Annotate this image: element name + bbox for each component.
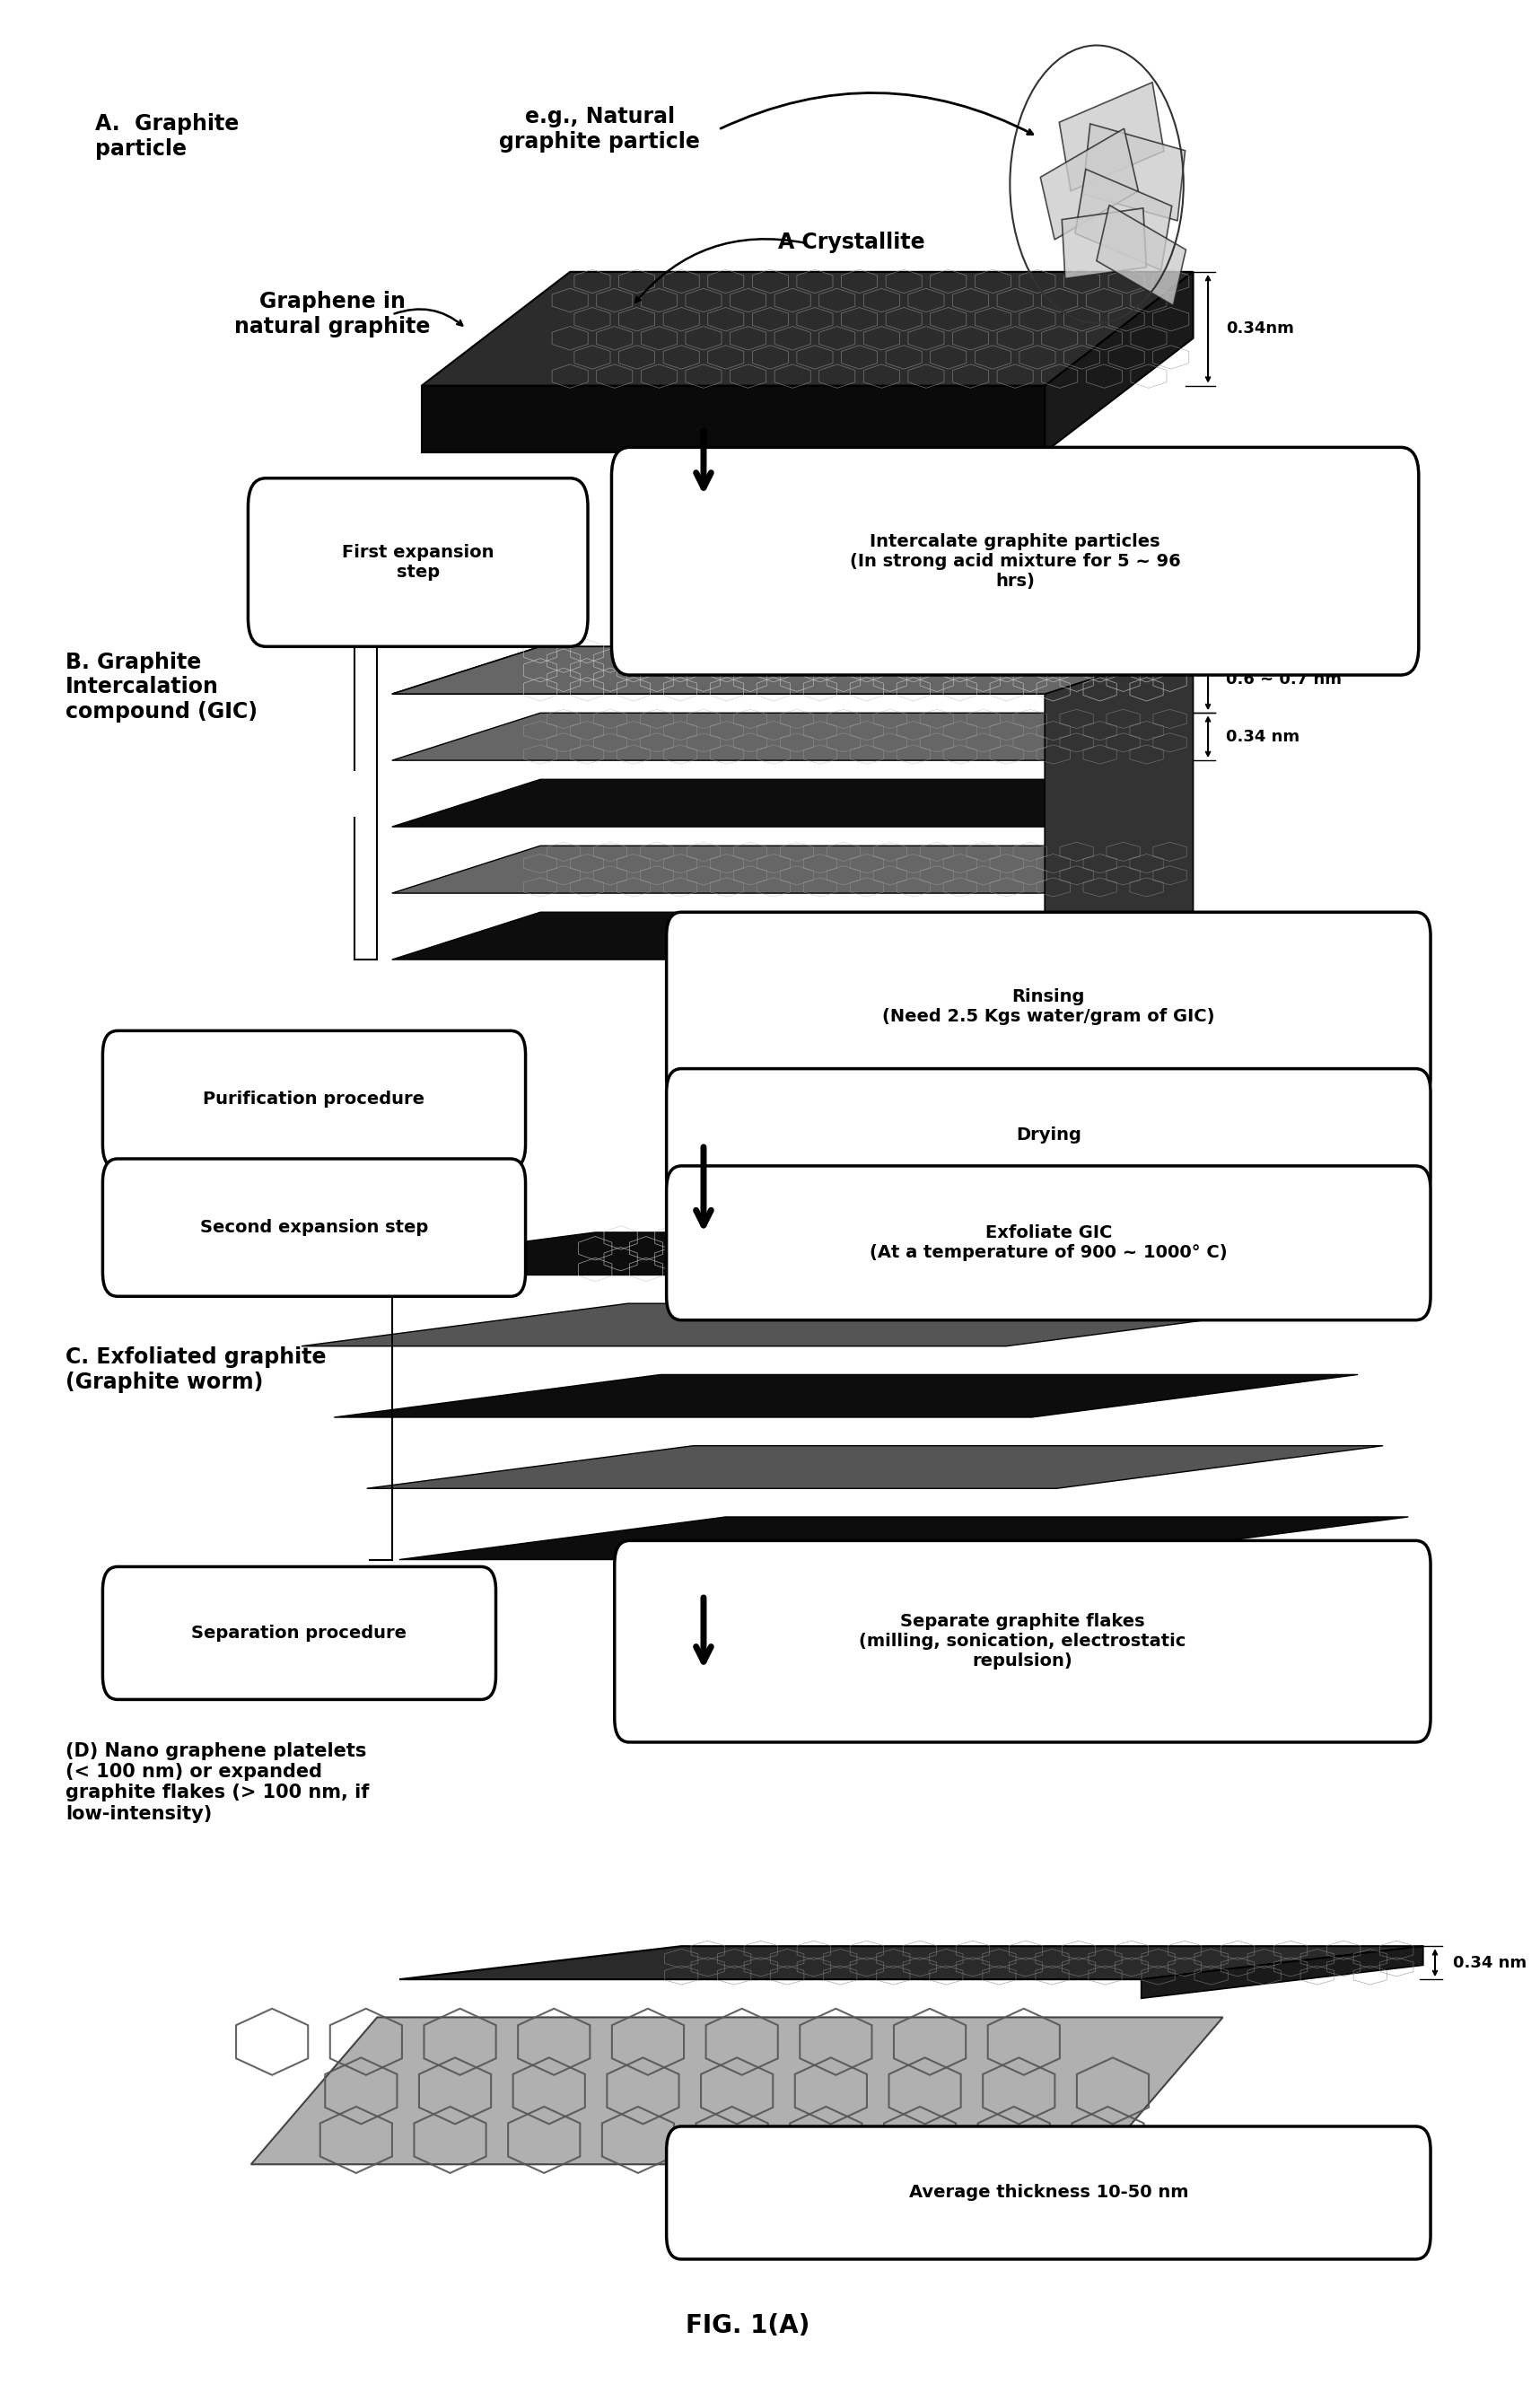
FancyBboxPatch shape bbox=[103, 1159, 525, 1297]
Polygon shape bbox=[302, 1304, 1332, 1347]
Polygon shape bbox=[399, 1516, 1408, 1559]
Text: Intercalate graphite particles
(In strong acid mixture for 5 ~ 96
hrs): Intercalate graphite particles (In stron… bbox=[850, 534, 1181, 589]
Polygon shape bbox=[393, 913, 1194, 961]
Polygon shape bbox=[1083, 124, 1186, 222]
Text: Rinsing
(Need 2.5 Kgs water/gram of GIC): Rinsing (Need 2.5 Kgs water/gram of GIC) bbox=[882, 989, 1215, 1025]
Text: 0.34 nm: 0.34 nm bbox=[1337, 1244, 1411, 1261]
Polygon shape bbox=[1041, 129, 1138, 241]
Text: Separation procedure: Separation procedure bbox=[191, 1624, 407, 1643]
Polygon shape bbox=[251, 2017, 1223, 2165]
Text: 0.34nm: 0.34nm bbox=[1226, 322, 1294, 336]
Text: Separate graphite flakes
(milling, sonication, electrostatic
repulsion): Separate graphite flakes (milling, sonic… bbox=[859, 1614, 1186, 1669]
Polygon shape bbox=[422, 386, 1044, 453]
Text: Graphene in
natural graphite: Graphene in natural graphite bbox=[234, 291, 431, 336]
Polygon shape bbox=[393, 646, 1194, 694]
Polygon shape bbox=[1063, 207, 1146, 279]
Polygon shape bbox=[1044, 272, 1194, 453]
Polygon shape bbox=[1141, 1945, 1423, 1998]
Text: FIG. 1(A): FIG. 1(A) bbox=[685, 2312, 810, 2339]
FancyBboxPatch shape bbox=[667, 1166, 1431, 1321]
Polygon shape bbox=[1096, 205, 1186, 305]
Polygon shape bbox=[269, 1233, 1307, 1275]
Polygon shape bbox=[1075, 169, 1172, 269]
Text: Drying: Drying bbox=[1016, 1128, 1081, 1144]
Polygon shape bbox=[422, 272, 1194, 386]
Text: Average thickness 10-50 nm: Average thickness 10-50 nm bbox=[909, 2184, 1189, 2200]
FancyBboxPatch shape bbox=[667, 913, 1431, 1101]
Polygon shape bbox=[393, 846, 1194, 894]
Polygon shape bbox=[1044, 646, 1194, 961]
FancyBboxPatch shape bbox=[667, 1068, 1431, 1202]
FancyBboxPatch shape bbox=[614, 1540, 1431, 1743]
Text: Exfoliate GIC
(At a temperature of 900 ~ 1000° C): Exfoliate GIC (At a temperature of 900 ~… bbox=[870, 1225, 1227, 1261]
Text: 0.34 nm: 0.34 nm bbox=[1226, 730, 1300, 744]
Text: Second expansion step: Second expansion step bbox=[200, 1218, 428, 1235]
Polygon shape bbox=[399, 1945, 1423, 1979]
Text: 0.34 nm: 0.34 nm bbox=[1452, 1955, 1526, 1972]
FancyBboxPatch shape bbox=[103, 1030, 525, 1168]
Polygon shape bbox=[393, 713, 1194, 760]
Polygon shape bbox=[393, 780, 1194, 827]
Polygon shape bbox=[1060, 83, 1164, 191]
Text: A Crystallite: A Crystallite bbox=[778, 231, 924, 253]
Text: 0.6 ~ 0.7 nm: 0.6 ~ 0.7 nm bbox=[1226, 672, 1341, 689]
Text: (D) Nano graphene platelets
(< 100 nm) or expanded
graphite flakes (> 100 nm, if: (D) Nano graphene platelets (< 100 nm) o… bbox=[66, 1743, 370, 1824]
Polygon shape bbox=[393, 646, 1194, 694]
Text: A.  Graphite
particle: A. Graphite particle bbox=[95, 112, 239, 160]
Text: B. Graphite
Intercalation
compound (GIC): B. Graphite Intercalation compound (GIC) bbox=[66, 651, 257, 722]
FancyBboxPatch shape bbox=[103, 1566, 496, 1700]
Text: C. Exfoliated graphite
(Graphite worm): C. Exfoliated graphite (Graphite worm) bbox=[66, 1347, 326, 1392]
Text: First expansion
step: First expansion step bbox=[342, 544, 494, 582]
FancyBboxPatch shape bbox=[248, 479, 588, 646]
Polygon shape bbox=[367, 1445, 1383, 1488]
FancyBboxPatch shape bbox=[611, 448, 1418, 675]
Text: e.g., Natural
graphite particle: e.g., Natural graphite particle bbox=[499, 105, 701, 153]
FancyBboxPatch shape bbox=[667, 2127, 1431, 2260]
Polygon shape bbox=[334, 1376, 1358, 1418]
Text: Purification procedure: Purification procedure bbox=[203, 1092, 425, 1109]
